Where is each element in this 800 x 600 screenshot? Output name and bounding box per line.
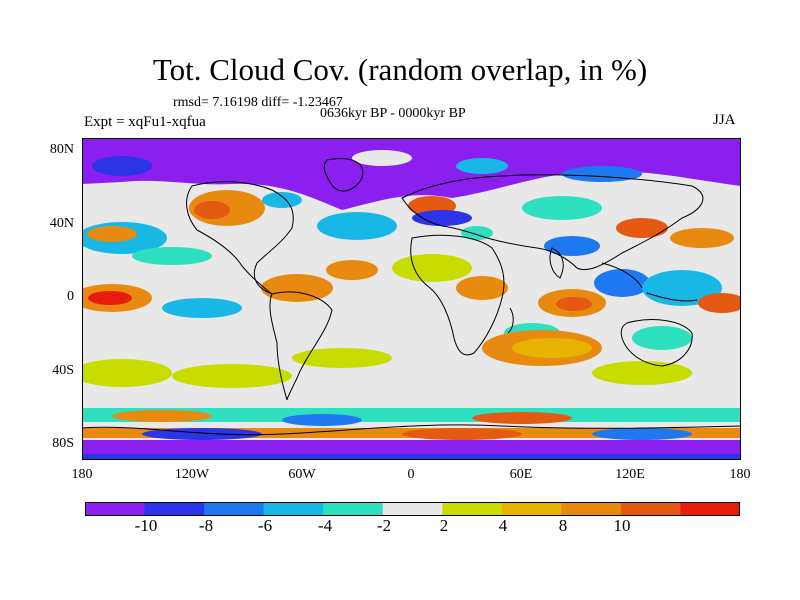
lat-tick-40s: 40S bbox=[52, 363, 74, 378]
colorbar-swatch bbox=[382, 502, 443, 516]
season-label: JJA bbox=[713, 112, 736, 128]
colorbar-label: 10 bbox=[613, 516, 631, 535]
colorbar-label: -10 bbox=[134, 516, 158, 535]
colorbar-label: 8 bbox=[558, 516, 568, 535]
lat-tick-80n: 80N bbox=[49, 142, 74, 157]
lat-tick-0: 0 bbox=[67, 289, 74, 304]
colorbar-label: -2 bbox=[376, 516, 392, 535]
colorbar-swatch bbox=[561, 502, 622, 516]
experiment-label: Expt = xqFu1-xqfua bbox=[84, 114, 206, 130]
colorbar-label: -8 bbox=[198, 516, 214, 535]
time-period-label: 0636kyr BP - 0000kyr BP bbox=[320, 106, 466, 121]
colorbar-swatch bbox=[204, 502, 265, 516]
lon-tick-180-left: 180 bbox=[71, 467, 93, 482]
colorbar-label: -4 bbox=[317, 516, 333, 535]
colorbar-label: -6 bbox=[257, 516, 273, 535]
colorbar bbox=[85, 502, 740, 516]
lon-tick-120w: 120W bbox=[174, 467, 210, 482]
map-title: Tot. Cloud Cov. (random overlap, in %) bbox=[152, 52, 648, 87]
colorbar-swatch bbox=[144, 502, 205, 516]
lon-tick-180-right: 180 bbox=[729, 467, 751, 482]
colorbar-label: 4 bbox=[498, 516, 508, 535]
lon-tick-60w: 60W bbox=[288, 467, 316, 482]
colorbar-swatch bbox=[501, 502, 562, 516]
lon-tick-120e: 120E bbox=[615, 467, 645, 482]
lon-tick-60e: 60E bbox=[509, 467, 533, 482]
colorbar-swatch bbox=[442, 502, 503, 516]
rmsd-diff-stats: rmsd= 7.16198 diff= -1.23467 bbox=[173, 95, 343, 110]
colorbar-swatch bbox=[680, 502, 740, 516]
colorbar-swatch bbox=[323, 502, 384, 516]
colorbar-swatch bbox=[263, 502, 324, 516]
lat-tick-40n: 40N bbox=[49, 216, 74, 231]
colorbar-label: 2 bbox=[439, 516, 449, 535]
lon-tick-0: 0 bbox=[407, 467, 415, 482]
cloud-cover-map bbox=[82, 138, 741, 460]
colorbar-swatch bbox=[620, 502, 681, 516]
colorbar-border bbox=[85, 502, 740, 516]
lat-tick-80s: 80S bbox=[52, 436, 74, 451]
colorbar-swatch bbox=[85, 502, 146, 516]
